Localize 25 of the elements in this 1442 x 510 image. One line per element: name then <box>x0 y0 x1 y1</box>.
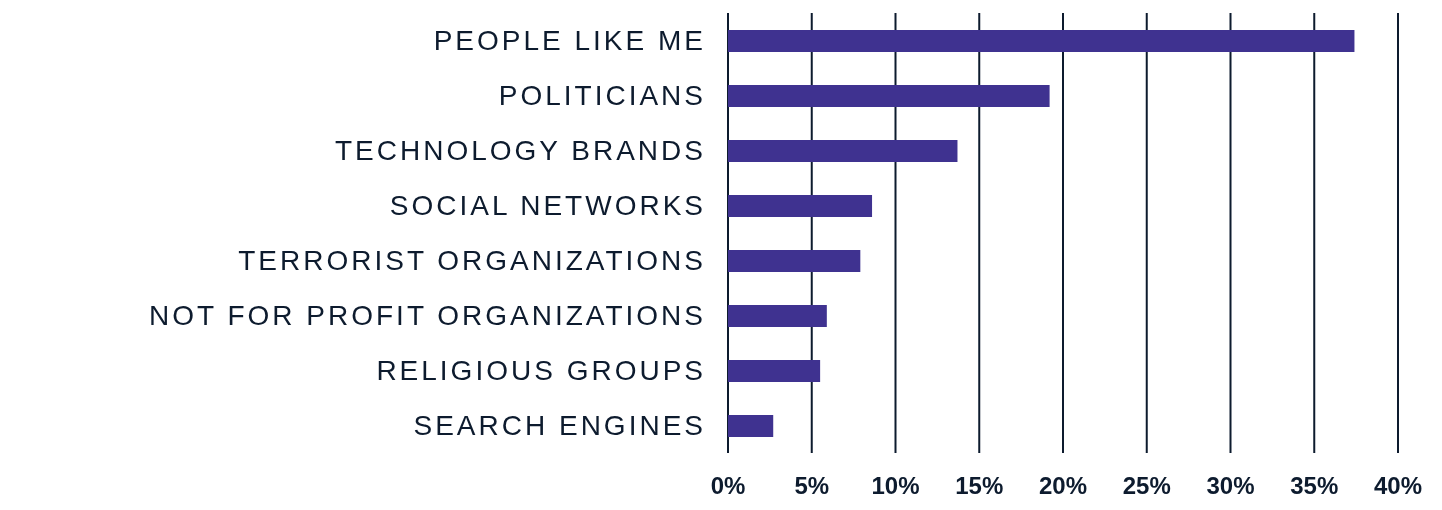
x-tick-label: 25% <box>1122 472 1171 500</box>
y-tick-label: SOCIAL NETWORKS <box>389 190 706 222</box>
y-tick-label: PEOPLE LIKE ME <box>433 25 706 57</box>
x-tick-label: 0% <box>710 472 746 500</box>
y-tick-label: SEARCH ENGINES <box>413 410 706 442</box>
bar <box>728 195 873 217</box>
x-tick-label: 35% <box>1290 472 1339 500</box>
x-tick-label: 5% <box>794 472 830 500</box>
y-tick-label: TECHNOLOGY BRANDS <box>335 135 706 167</box>
bar <box>728 85 1050 107</box>
bar <box>728 305 827 327</box>
y-tick-label: TERRORIST ORGANIZATIONS <box>238 245 706 277</box>
y-tick-label: POLITICIANS <box>498 80 706 112</box>
bar <box>728 360 821 382</box>
x-tick-label: 20% <box>1038 472 1088 500</box>
y-tick-label: RELIGIOUS GROUPS <box>376 355 706 387</box>
bar <box>728 140 958 162</box>
bar <box>728 415 774 437</box>
x-tick-label: 40% <box>1373 472 1423 500</box>
bar <box>728 30 1355 52</box>
x-tick-label: 10% <box>871 472 920 500</box>
x-tick-label: 30% <box>1206 472 1255 500</box>
y-tick-label: NOT FOR PROFIT ORGANIZATIONS <box>149 300 706 332</box>
x-tick-label: 15% <box>955 472 1004 500</box>
bar <box>728 250 861 272</box>
